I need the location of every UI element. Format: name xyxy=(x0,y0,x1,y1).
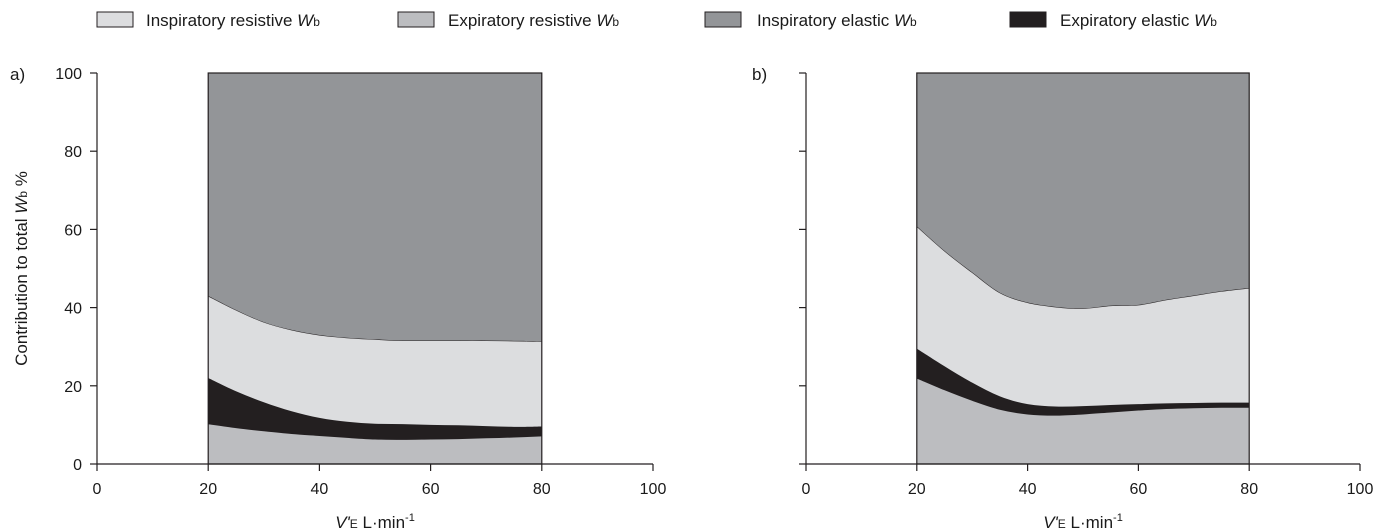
legend-swatch-expiratory-resistive xyxy=(397,11,435,28)
panel-a-label: a) xyxy=(10,65,25,84)
legend: Inspiratory resistive Wb Expiratory resis… xyxy=(96,11,1217,30)
legend-swatch-expiratory-elastic xyxy=(1009,11,1047,28)
panel-a-y-tick-label-0: 0 xyxy=(73,457,82,474)
panel-a-area-expiratory-elastic-wb xyxy=(208,377,542,440)
panel-b-x-tick-label-20: 20 xyxy=(908,481,926,498)
panel-a-y-tick-label-60: 60 xyxy=(64,222,82,239)
legend-swatch-inspiratory-elastic xyxy=(704,11,742,28)
panel-a-y-tick-label-40: 40 xyxy=(64,301,82,318)
legend-label-expiratory-elastic: Expiratory elastic Wb xyxy=(1060,11,1217,30)
panel-b-area-inspiratory-resistive-wb xyxy=(916,226,1250,407)
panel-b-x-tick-label-0: 0 xyxy=(802,481,811,498)
y-axis-title: Contribution to total Wb % xyxy=(12,171,31,366)
panel-b-area-inspiratory-elastic-wb xyxy=(916,73,1250,309)
panel-b-x-axis-title: V'E L·min-1 xyxy=(1043,512,1123,532)
panel-a-y-tick-label-80: 80 xyxy=(64,144,82,161)
panel-a-x-tick-label-20: 20 xyxy=(199,481,217,498)
panel-b-x-tick-label-80: 80 xyxy=(1240,481,1258,498)
panel-b-area-expiratory-elastic-wb xyxy=(916,348,1250,416)
panel-a-x-tick-label-80: 80 xyxy=(533,481,551,498)
panel-b-x-tick-label-40: 40 xyxy=(1019,481,1037,498)
panel-b-chart: 0 20 40 60 80 100 b) V'E L·min-1 xyxy=(752,65,1373,532)
panel-a-x-tick-label-0: 0 xyxy=(93,481,102,498)
panel-b-label: b) xyxy=(752,65,767,84)
panel-a-area-inspiratory-resistive-wb xyxy=(208,295,542,427)
panel-a-y-tick-label-100: 100 xyxy=(55,66,82,83)
panel-a-x-tick-label-40: 40 xyxy=(311,481,329,498)
panel-a-y-tick-label-20: 20 xyxy=(64,379,82,396)
legend-label-expiratory-resistive: Expiratory resistive Wb xyxy=(448,11,619,30)
panel-b-x-tick-label-60: 60 xyxy=(1130,481,1148,498)
panel-a-chart: 0 20 40 60 80 100 0 20 40 60 80 100 a) V'E L·min-1 Con… xyxy=(10,65,666,532)
panel-a-x-tick-label-60: 60 xyxy=(422,481,440,498)
panel-a-x-axis-title: V'E L·min-1 xyxy=(335,512,415,532)
legend-swatch-inspiratory-resistive xyxy=(96,11,134,28)
panel-b-area-expiratory-resistive-wb xyxy=(916,377,1250,464)
panel-b-x-tick-label-100: 100 xyxy=(1347,481,1374,498)
legend-label-inspiratory-elastic: Inspiratory elastic Wb xyxy=(757,11,917,30)
panel-a-area-inspiratory-elastic-wb xyxy=(208,73,542,342)
legend-label-inspiratory-resistive: Inspiratory resistive Wb xyxy=(146,11,320,30)
panel-a-x-tick-label-100: 100 xyxy=(640,481,667,498)
